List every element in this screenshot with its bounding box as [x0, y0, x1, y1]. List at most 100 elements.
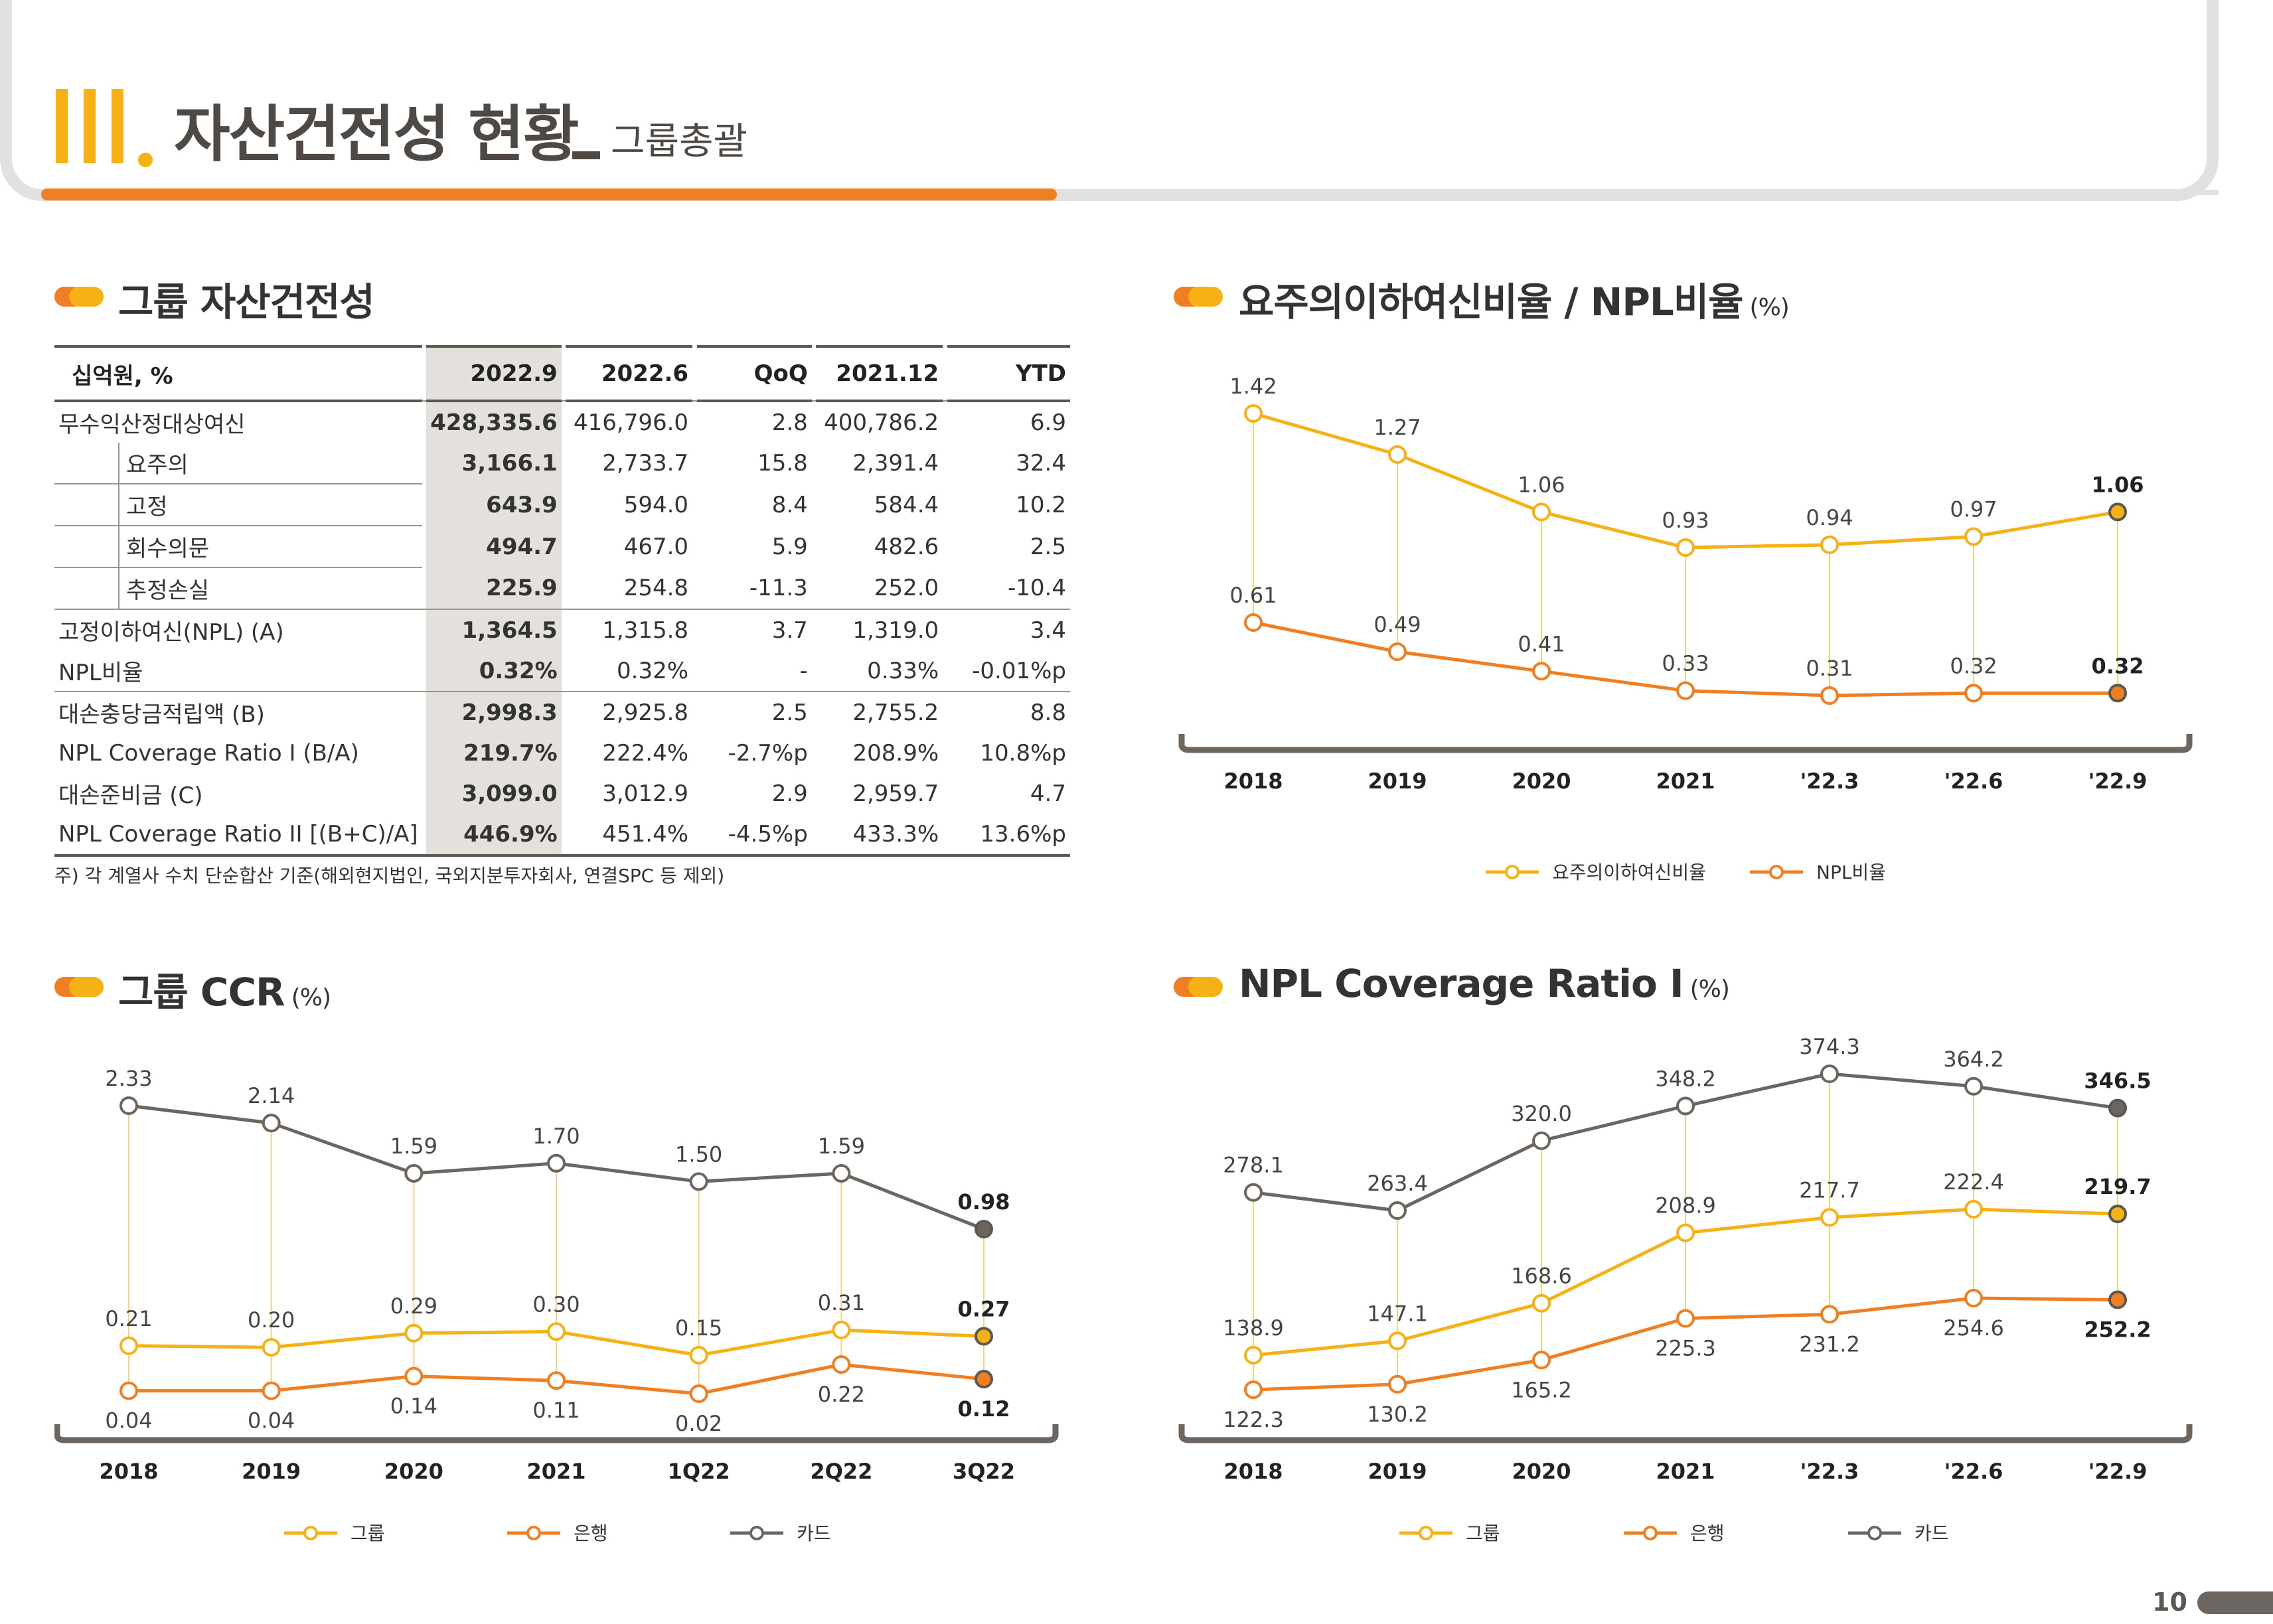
x-axis-baseline — [54, 1424, 1059, 1443]
table-cell: 2,755.2 — [816, 691, 943, 733]
table-cell: 594.0 — [623, 491, 689, 518]
data-label: 0.21 — [105, 1306, 152, 1331]
data-label: 147.1 — [1367, 1301, 1428, 1326]
table-cell: 1,364.5 — [426, 609, 562, 650]
x-tick-label: 2019 — [1368, 769, 1427, 794]
legend-label: NPL비율 — [1816, 861, 1886, 883]
table-cell: -10.4 — [1008, 575, 1066, 601]
row-label: 회수의문 — [54, 525, 422, 567]
table-row: 고정 643.9 594.0 8.4 584.4 10.2 — [54, 483, 1070, 526]
data-point — [119, 1381, 138, 1400]
table-cell: 2.5 — [696, 691, 812, 733]
data-label: 346.5 — [2084, 1069, 2151, 1094]
table-cell: 2,959.7 — [852, 780, 939, 807]
x-tick-label: 2018 — [99, 1459, 158, 1484]
legend-marker — [1419, 1526, 1433, 1540]
x-tick-label: '22.3 — [1800, 769, 1859, 794]
table-cell: 222.4% — [602, 739, 689, 767]
data-label: 0.32 — [1950, 653, 1997, 678]
data-label: 130.2 — [1367, 1402, 1428, 1427]
npl-ratio-chart: 1.42 1.27 1.06 0.93 0.94 0.97 1.06 0.61 0.49 0.41… — [1178, 374, 2193, 883]
data-point — [547, 1322, 566, 1341]
table-cell: 8.4 — [771, 491, 808, 518]
data-label: 348.2 — [1655, 1066, 1716, 1091]
data-point — [2108, 1098, 2127, 1118]
table-cell: 2.8 — [696, 400, 812, 443]
data-point — [119, 1336, 138, 1355]
legend-label: 그룹 — [1466, 1522, 1500, 1544]
table-row: NPL비율 0.32% 0.32% - 0.33% -0.01%p — [54, 650, 1070, 692]
legend-label: 그룹 — [351, 1522, 385, 1544]
data-label: 0.02 — [675, 1411, 722, 1436]
row-label: 요주의 — [54, 443, 422, 484]
data-point — [1820, 535, 1839, 554]
x-tick-label: 2Q22 — [810, 1459, 872, 1484]
column-header: QoQ — [696, 345, 812, 402]
legend-label: 은행 — [1690, 1522, 1725, 1544]
table-cell: - — [799, 657, 808, 684]
legend-marker — [749, 1526, 764, 1540]
table-row: NPL Coverage Ratio II [(B+C)/A] 446.9% 451… — [54, 814, 1070, 857]
legend-marker — [1643, 1526, 1658, 1540]
row-label: NPL Coverage Ratio I (B/A) — [58, 739, 359, 767]
table-cell: 2,733.7 — [602, 450, 689, 477]
table-cell: 13.6%p — [947, 814, 1070, 857]
table-cell: 219.7% — [426, 733, 562, 773]
table-cell: 2.5 — [1030, 533, 1066, 560]
data-point — [404, 1163, 424, 1183]
table-cell: -4.5%p — [696, 814, 812, 857]
table-cell: 4.7 — [1030, 780, 1066, 807]
title-separator — [572, 151, 600, 159]
data-point — [1532, 1351, 1551, 1370]
x-tick-label: '22.6 — [1944, 1459, 2003, 1484]
data-point — [1964, 1289, 1983, 1307]
row-label: 대손충당금적립액 (B) — [54, 691, 422, 733]
table-cell: 1,315.8 — [566, 609, 693, 650]
x-tick-label: 2021 — [1656, 769, 1715, 794]
data-label: 0.97 — [1950, 497, 1997, 522]
table-cell: 2,925.8 — [566, 691, 693, 733]
x-tick-label: 2020 — [384, 1459, 443, 1484]
data-label: 225.3 — [1655, 1336, 1716, 1361]
row-label: 무수익산정대상여신 — [54, 400, 422, 443]
data-label: 0.29 — [390, 1293, 437, 1319]
column-header: 2022.6 — [566, 345, 693, 402]
data-label: 122.3 — [1223, 1407, 1284, 1432]
table-cell: 446.9% — [426, 814, 562, 857]
data-label: 0.12 — [958, 1396, 1010, 1422]
data-label: 0.31 — [818, 1290, 865, 1315]
table-cell: 32.4 — [1016, 450, 1066, 477]
data-point — [689, 1172, 708, 1191]
data-point — [1964, 1200, 1983, 1218]
data-label: 1.59 — [390, 1134, 437, 1159]
data-point — [975, 1220, 993, 1238]
data-point — [1964, 684, 1983, 703]
page-title: 자산건전성 현황 — [174, 99, 580, 170]
data-point — [2108, 502, 2127, 522]
data-point — [1532, 502, 1551, 522]
legend-marker — [1867, 1526, 1882, 1540]
data-point — [1388, 1374, 1407, 1394]
legend-label: 카드 — [797, 1522, 831, 1544]
asset-quality-table: 십억원, % 2022.9 2022.6 QoQ 2021.12 YTD 무수익… — [54, 345, 1070, 857]
header-rule — [41, 190, 2219, 195]
table-cell: 208.9% — [852, 739, 939, 767]
data-point — [1532, 1293, 1551, 1313]
data-point — [975, 1327, 993, 1346]
legend-label: 카드 — [1915, 1522, 1949, 1544]
data-label: 0.22 — [818, 1382, 865, 1407]
page-tab-icon — [2197, 1591, 2273, 1614]
data-point — [404, 1366, 424, 1386]
table-cell: 3.4 — [947, 609, 1070, 650]
data-label: 0.61 — [1229, 583, 1277, 608]
column-header: 십억원, % — [54, 345, 422, 402]
page-subtitle: 그룹총괄 — [611, 120, 748, 163]
data-point — [1244, 404, 1263, 423]
data-point — [1244, 613, 1263, 632]
row-label: NPL Coverage Ratio II [(B+C)/A] — [54, 814, 422, 857]
data-label: 0.15 — [675, 1315, 722, 1341]
table-cell: 3,166.1 — [426, 443, 562, 484]
data-label: 1.70 — [532, 1124, 580, 1149]
data-point — [1532, 662, 1551, 681]
data-point — [262, 1381, 281, 1400]
